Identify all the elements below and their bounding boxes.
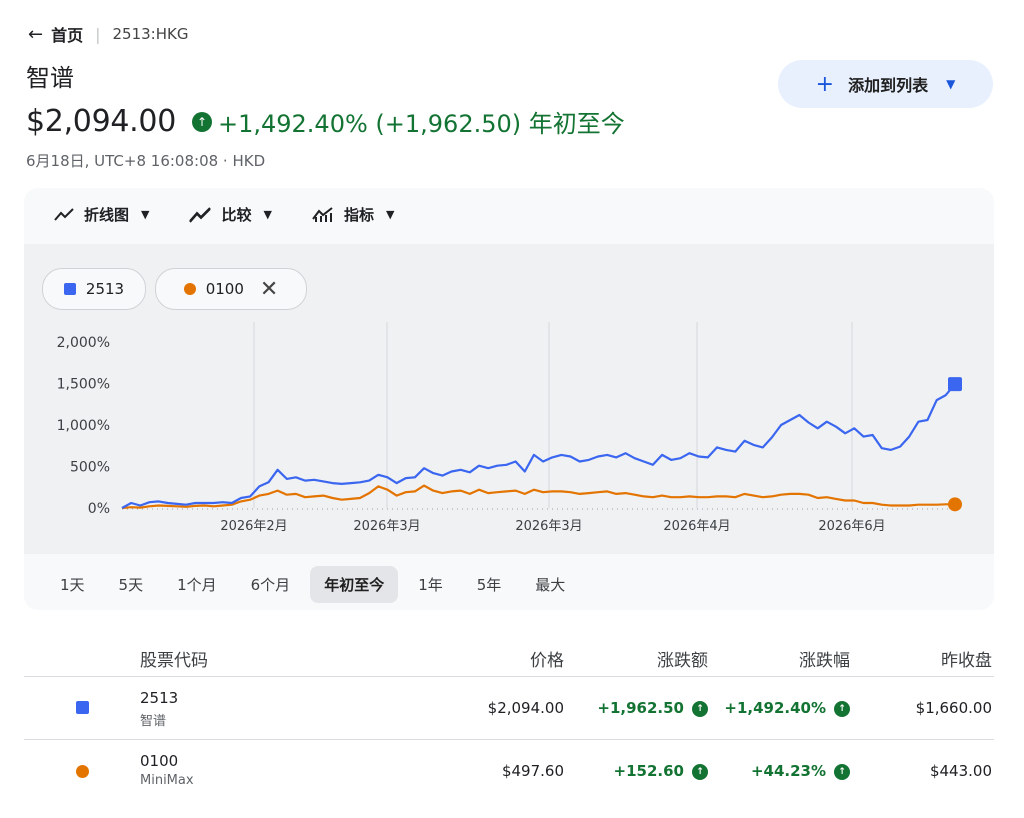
price-row: $2,094.00 ↑ +1,492.40% (+1,962.50) 年初至今 — [26, 104, 625, 139]
back-arrow-icon[interactable]: ← — [28, 23, 44, 45]
stock-name: 智谱 — [26, 64, 74, 92]
chart-toolbar: 折线图 ▼ 比较 ▼ 指标 ▼ — [54, 204, 434, 225]
breadcrumb-ticker: 2513:HKG — [112, 25, 189, 43]
breadcrumb-separator: | — [95, 24, 101, 44]
compare-icon — [189, 206, 212, 223]
range-option[interactable]: 5年 — [476, 576, 502, 594]
range-option[interactable]: 5天 — [118, 576, 144, 594]
series-end-marker-0100 — [948, 497, 962, 512]
header-prev-close: 昨收盘 — [941, 651, 992, 671]
range-option[interactable]: 年初至今 — [310, 566, 399, 603]
price-timestamp: 6月18日, UTC+8 16:08:08 · HKD — [26, 152, 266, 170]
arrow-up-icon: ↑ — [191, 111, 212, 132]
breadcrumb-home-link[interactable]: 首页 — [51, 26, 84, 45]
series-color-dot — [183, 283, 196, 295]
line-chart-label: 折线图 — [84, 206, 130, 224]
stock-price: $2,094.00 — [26, 104, 176, 139]
row-prev-close: $443.00 — [929, 762, 992, 780]
y-tick-label: 500% — [70, 460, 110, 476]
arrow-up-icon: ↑ — [692, 700, 708, 717]
price-change: +1,492.40% (+1,962.50) 年初至今 — [217, 110, 625, 138]
header-change: 涨跌额 — [657, 651, 708, 671]
row-percent-value: +44.23% — [750, 762, 826, 780]
header-percent: 涨跌幅 — [799, 651, 850, 671]
arrow-up-icon: ↑ — [692, 763, 708, 780]
row-change: +1,962.50 ↑ — [597, 699, 708, 717]
add-to-list-button[interactable]: + 添加到列表 ▼ — [778, 60, 993, 108]
add-to-list-label: 添加到列表 — [848, 76, 929, 95]
range-option[interactable]: 1天 — [60, 576, 85, 594]
row-change: +152.60 ↑ — [614, 762, 708, 780]
row-change-value: +152.60 — [613, 762, 684, 780]
indicators-label: 指标 — [343, 206, 374, 224]
row-prev-close: $1,660.00 — [915, 699, 992, 717]
row-percent-value: +1,492.40% — [724, 699, 826, 717]
y-tick-label: 2,000% — [57, 335, 110, 351]
row-ticker[interactable]: 2513 — [140, 689, 179, 707]
row-company: MiniMax — [140, 773, 194, 788]
line-chart-icon — [54, 207, 74, 221]
range-option[interactable]: 1年 — [418, 576, 443, 594]
row-company: 智谱 — [140, 714, 167, 729]
header-price: 价格 — [530, 651, 564, 671]
arrow-up-icon: ↑ — [834, 763, 850, 780]
compare-button[interactable]: 比较 ▼ — [189, 204, 272, 225]
row-percent: +1,492.40% ↑ — [724, 699, 850, 717]
row-change-value: +1,962.50 — [597, 699, 684, 717]
series-chip-label: 0100 — [205, 280, 244, 298]
series-chip-2513[interactable]: 2513 — [42, 268, 146, 310]
compare-label: 比较 — [221, 206, 252, 224]
divider — [24, 739, 994, 740]
indicators-icon — [312, 206, 333, 222]
x-tick-label: 2026年6月 — [818, 519, 885, 534]
row-percent: +44.23% ↑ — [751, 762, 850, 780]
series-marker-0100 — [76, 765, 89, 778]
breadcrumb: ← 首页 | 2513:HKG — [28, 22, 188, 46]
y-tick-label: 0% — [88, 501, 110, 517]
row-price: $497.60 — [501, 762, 564, 780]
y-tick-label: 1,000% — [57, 418, 110, 434]
series-line-0100 — [121, 484, 955, 510]
range-option[interactable]: 6个月 — [250, 576, 291, 594]
caret-down-icon: ▼ — [141, 208, 150, 221]
plus-icon: + — [815, 71, 835, 97]
range-option[interactable]: 最大 — [535, 576, 566, 594]
caret-down-icon: ▼ — [946, 77, 956, 91]
header-ticker: 股票代码 — [140, 651, 208, 671]
series-chip-0100[interactable]: 0100 ✕ — [155, 268, 307, 310]
arrow-up-icon: ↑ — [834, 700, 850, 717]
x-tick-label: 2026年3月 — [515, 519, 582, 534]
series-marker-2513 — [76, 701, 89, 714]
range-option[interactable]: 1个月 — [177, 576, 217, 594]
line-chart-button[interactable]: 折线图 ▼ — [54, 204, 149, 225]
close-icon[interactable]: ✕ — [259, 276, 279, 302]
series-chip-label: 2513 — [85, 280, 125, 298]
series-color-square — [63, 283, 76, 295]
caret-down-icon: ▼ — [263, 208, 272, 221]
row-ticker[interactable]: 0100 — [140, 752, 179, 770]
series-line-2513 — [121, 383, 956, 509]
y-tick-label: 1,500% — [57, 377, 110, 393]
indicators-button[interactable]: 指标 ▼ — [312, 204, 394, 225]
row-price: $2,094.00 — [487, 699, 564, 717]
divider — [24, 676, 994, 677]
x-tick-label: 2026年3月 — [353, 519, 420, 534]
range-selector: 1天 5天 1个月 6个月 年初至今 1年 5年 最大 — [46, 566, 585, 603]
series-end-marker-2513 — [948, 377, 962, 392]
x-tick-label: 2026年4月 — [663, 519, 730, 534]
caret-down-icon: ▼ — [385, 208, 395, 221]
x-tick-label: 2026年2月 — [220, 519, 287, 534]
